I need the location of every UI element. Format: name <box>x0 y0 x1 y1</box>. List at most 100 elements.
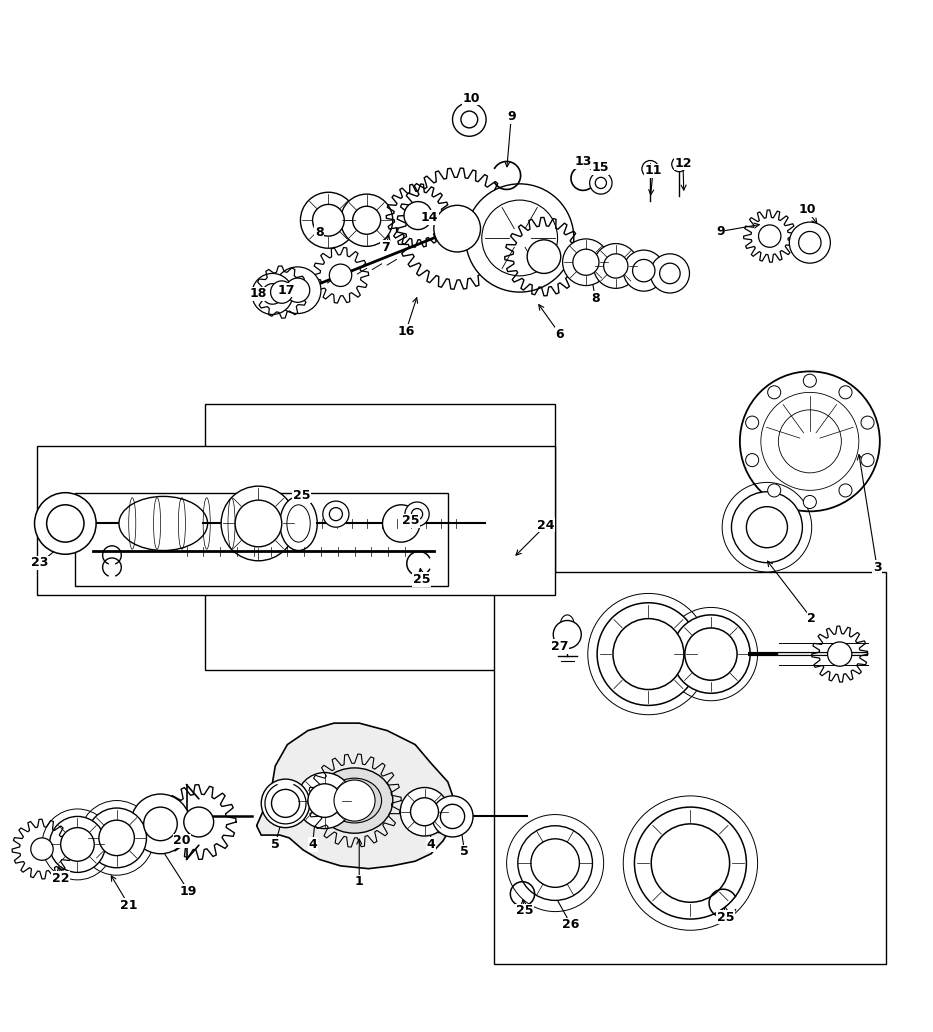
Circle shape <box>285 278 310 302</box>
Text: 14: 14 <box>421 211 438 224</box>
Circle shape <box>440 804 465 829</box>
Circle shape <box>131 794 190 853</box>
Circle shape <box>404 201 432 229</box>
Text: 4: 4 <box>426 838 436 851</box>
Text: 11: 11 <box>645 164 661 178</box>
Circle shape <box>252 273 293 315</box>
Circle shape <box>613 618 684 689</box>
Circle shape <box>31 838 53 861</box>
Text: 26: 26 <box>563 918 579 931</box>
Circle shape <box>861 454 874 466</box>
Text: 24: 24 <box>537 519 554 531</box>
Text: 10: 10 <box>463 92 480 104</box>
Circle shape <box>453 102 486 136</box>
Text: 18: 18 <box>250 288 267 300</box>
Circle shape <box>461 111 478 128</box>
Text: 4: 4 <box>308 838 317 851</box>
Circle shape <box>411 509 423 520</box>
Polygon shape <box>494 572 886 964</box>
Text: 25: 25 <box>293 489 310 502</box>
Circle shape <box>531 839 579 888</box>
Circle shape <box>672 157 687 171</box>
Circle shape <box>590 171 612 194</box>
Polygon shape <box>75 492 448 586</box>
Text: 16: 16 <box>397 325 414 337</box>
Text: 8: 8 <box>591 292 600 305</box>
Circle shape <box>308 783 341 817</box>
Ellipse shape <box>118 496 207 550</box>
Text: 21: 21 <box>120 899 137 911</box>
Circle shape <box>740 372 880 511</box>
Circle shape <box>432 796 473 837</box>
Circle shape <box>262 284 283 304</box>
Circle shape <box>221 486 296 560</box>
Circle shape <box>745 416 759 429</box>
Circle shape <box>768 484 781 497</box>
Circle shape <box>47 505 84 542</box>
Text: 25: 25 <box>413 573 430 586</box>
Text: 25: 25 <box>516 904 533 917</box>
Circle shape <box>651 824 730 902</box>
Circle shape <box>789 222 830 263</box>
Circle shape <box>634 807 746 920</box>
Circle shape <box>49 816 105 872</box>
Circle shape <box>274 267 321 314</box>
Text: 12: 12 <box>675 157 691 170</box>
Circle shape <box>411 798 439 826</box>
Circle shape <box>87 808 146 868</box>
Circle shape <box>300 192 356 249</box>
Circle shape <box>405 502 429 526</box>
Polygon shape <box>37 446 555 595</box>
Circle shape <box>329 508 342 521</box>
Circle shape <box>466 184 574 292</box>
Circle shape <box>144 807 177 841</box>
Circle shape <box>604 254 628 278</box>
Text: 20: 20 <box>174 834 190 847</box>
Circle shape <box>61 828 94 862</box>
Text: 6: 6 <box>555 327 564 341</box>
Text: 10: 10 <box>799 203 815 217</box>
Circle shape <box>768 386 781 398</box>
Circle shape <box>313 204 344 236</box>
Circle shape <box>323 502 349 527</box>
Circle shape <box>595 178 606 189</box>
Text: 2: 2 <box>807 612 816 625</box>
Circle shape <box>297 773 353 829</box>
Text: 9: 9 <box>716 225 725 238</box>
Circle shape <box>518 826 592 900</box>
Circle shape <box>434 205 480 252</box>
Text: 17: 17 <box>278 284 295 297</box>
Text: 25: 25 <box>402 514 419 527</box>
Text: 15: 15 <box>592 161 608 174</box>
Circle shape <box>235 501 282 547</box>
Ellipse shape <box>560 615 574 636</box>
Ellipse shape <box>287 505 311 542</box>
Circle shape <box>35 492 96 554</box>
Ellipse shape <box>280 496 317 550</box>
Text: 5: 5 <box>271 838 280 851</box>
Text: 27: 27 <box>551 640 568 653</box>
Circle shape <box>650 254 689 293</box>
Circle shape <box>672 615 750 694</box>
PathPatch shape <box>257 723 455 869</box>
Circle shape <box>261 779 310 828</box>
Text: 23: 23 <box>32 556 49 570</box>
Text: 19: 19 <box>180 884 197 898</box>
Circle shape <box>271 281 293 303</box>
Circle shape <box>746 507 787 548</box>
Circle shape <box>623 250 664 291</box>
Ellipse shape <box>422 800 459 833</box>
Circle shape <box>334 780 375 821</box>
Circle shape <box>573 249 599 276</box>
Circle shape <box>803 495 816 509</box>
Circle shape <box>593 244 638 288</box>
Circle shape <box>839 386 852 398</box>
Text: 22: 22 <box>52 871 69 884</box>
Circle shape <box>383 505 420 542</box>
Text: 3: 3 <box>872 560 882 574</box>
Circle shape <box>731 491 802 562</box>
Text: 8: 8 <box>314 226 324 238</box>
Text: 25: 25 <box>717 910 734 924</box>
Text: 1: 1 <box>355 875 364 889</box>
Text: 5: 5 <box>460 845 469 859</box>
